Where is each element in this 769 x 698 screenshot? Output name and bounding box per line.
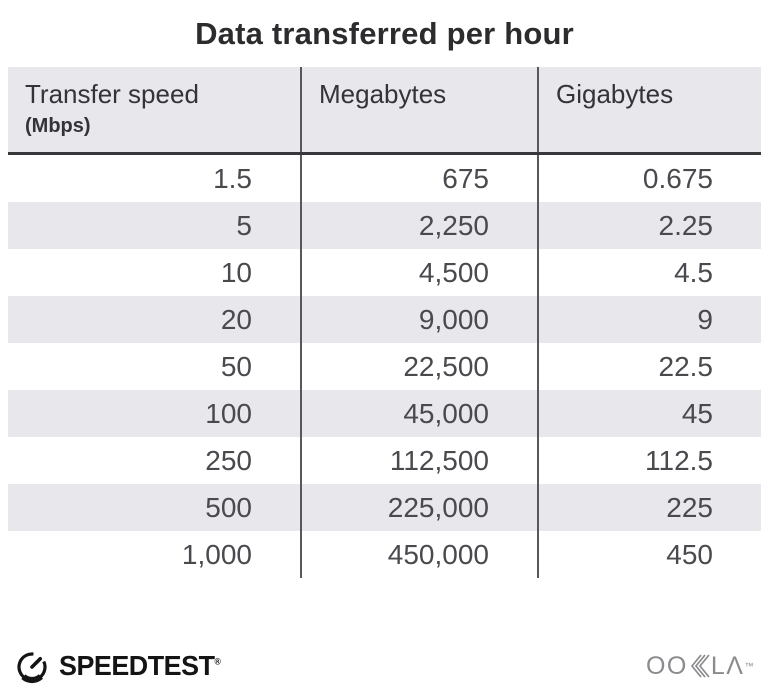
table-cell: 50 (8, 343, 302, 390)
table-cell: 500 (8, 484, 302, 531)
speedtest-wordmark: SPEEDTEST® (59, 650, 221, 682)
ookla-k-icon (689, 654, 710, 678)
ookla-text-right: LΛ (710, 651, 745, 680)
header-label: Gigabytes (556, 79, 674, 109)
table-cell: 45,000 (302, 390, 539, 437)
header-cell-gigabytes: Gigabytes (539, 67, 761, 152)
table-cell: 45 (539, 390, 761, 437)
table-cell: 20 (8, 296, 302, 343)
registered-mark: ® (214, 656, 221, 667)
table-row: 10 4,500 4.5 (8, 249, 761, 296)
table-cell: 675 (302, 155, 539, 202)
table-cell: 2.25 (539, 202, 761, 249)
table-cell: 22.5 (658, 351, 714, 382)
header-sublabel: (Mbps) (25, 114, 91, 137)
table-cell: 4.5 (674, 257, 713, 288)
table-cell: 5 (8, 202, 302, 249)
table-cell: 2,250 (302, 202, 539, 249)
table-cell: 250 (8, 437, 302, 484)
ookla-text-left: OO (645, 651, 688, 680)
speedtest-gauge-icon (14, 648, 50, 684)
table-cell: 9,000 (302, 296, 539, 343)
header-label: Megabytes (319, 79, 447, 109)
table-row: 1.5 675 0.675 (8, 155, 761, 202)
table-cell: 225,000 (302, 484, 539, 531)
table-cell: 450,000 (302, 531, 539, 578)
ookla-logo: OO LΛ ™ (646, 652, 755, 681)
table-cell: 112.5 (645, 445, 713, 476)
header-cell-transfer-speed: Transfer speed (Mbps) (8, 67, 302, 152)
header-label: Transfer speed (25, 79, 199, 109)
table-row: 1,000 450,000 450 (8, 531, 761, 578)
footer: SPEEDTEST® OO LΛ ™ (14, 648, 755, 684)
table-header-row: Transfer speed (Mbps) Megabytes Gigabyte… (8, 67, 761, 155)
table-cell: 4,500 (302, 249, 539, 296)
table-row: 250 112,500 112.5 (8, 437, 761, 484)
table-cell: 112,500 (302, 437, 539, 484)
table-cell: 22,500 (302, 343, 539, 390)
table-row: 20 9,000 9 (8, 296, 761, 343)
table-cell: 9 (539, 296, 761, 343)
speedtest-logo: SPEEDTEST® (14, 648, 227, 684)
table-body: 1.5 675 0.675 5 2,250 2.25 10 4,500 4.5 20 9,000 9 5… (8, 155, 761, 578)
trademark-mark: ™ (744, 661, 755, 671)
table-row: 50 22,500 22.5 (8, 343, 761, 390)
table-cell: 100 (8, 390, 302, 437)
table-cell: 1,000 (8, 531, 302, 578)
header-cell-megabytes: Megabytes (302, 67, 539, 152)
table-cell: 0.675 (642, 163, 713, 194)
table-cell: 1.5 (8, 155, 302, 202)
table-row: 500 225,000 225 (8, 484, 761, 531)
table-cell: 10 (8, 249, 302, 296)
data-table: Transfer speed (Mbps) Megabytes Gigabyte… (8, 67, 761, 578)
table-row: 5 2,250 2.25 (8, 202, 761, 249)
speedtest-text: SPEEDTEST (59, 650, 215, 681)
page-title: Data transferred per hour (195, 16, 574, 51)
table-row: 100 45,000 45 (8, 390, 761, 437)
table-cell: 225 (539, 484, 761, 531)
table-cell: 450 (666, 539, 713, 570)
